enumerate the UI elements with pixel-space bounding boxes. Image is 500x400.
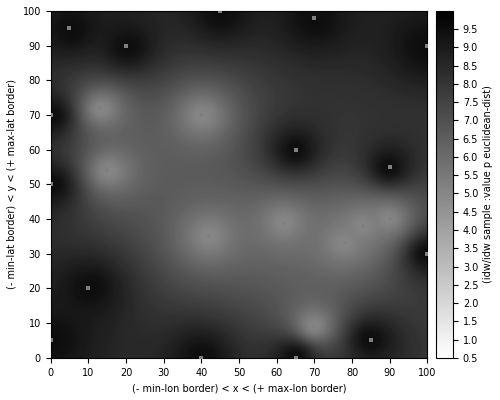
Y-axis label: (idw/idw sample :value p euclidean-dist): (idw/idw sample :value p euclidean-dist) — [482, 86, 492, 283]
X-axis label: (- min-lon border) < x < (+ max-lon border): (- min-lon border) < x < (+ max-lon bord… — [132, 383, 346, 393]
Y-axis label: (- min-lat border) < y < (+ max-lat border): (- min-lat border) < y < (+ max-lat bord… — [7, 79, 17, 289]
